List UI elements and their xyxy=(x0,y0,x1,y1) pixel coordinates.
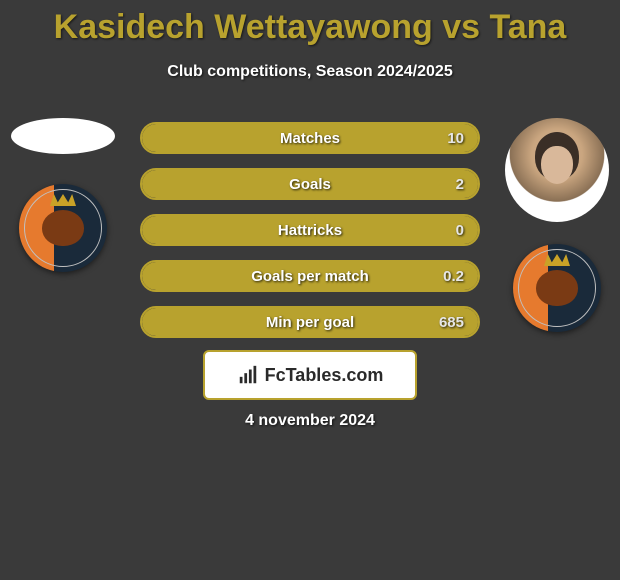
stat-row: Goals2 xyxy=(140,168,480,200)
crown-icon xyxy=(544,254,570,266)
player-left-column xyxy=(8,118,118,272)
page-subtitle: Club competitions, Season 2024/2025 xyxy=(0,63,620,81)
player-left-avatar-placeholder xyxy=(11,118,115,154)
stat-row: Min per goal685 xyxy=(140,306,480,338)
player-left-club-badge xyxy=(19,184,107,272)
brand-text: FcTables.com xyxy=(265,365,384,386)
stat-value-right: 10 xyxy=(447,124,464,152)
stat-label: Hattricks xyxy=(142,216,478,244)
footer-date: 4 november 2024 xyxy=(0,412,620,430)
stat-label: Goals per match xyxy=(142,262,478,290)
lion-icon xyxy=(42,210,84,246)
crown-icon xyxy=(50,194,76,206)
stat-value-right: 685 xyxy=(439,308,464,336)
bar-chart-icon xyxy=(237,364,259,386)
stat-label: Matches xyxy=(142,124,478,152)
player-right-club-badge xyxy=(513,244,601,332)
stat-value-right: 0 xyxy=(456,216,464,244)
stat-row: Goals per match0.2 xyxy=(140,260,480,292)
stat-label: Min per goal xyxy=(142,308,478,336)
stats-container: Matches10 Goals2 Hattricks0 Goals per match… xyxy=(140,122,480,352)
stat-value-right: 2 xyxy=(456,170,464,198)
stat-label: Goals xyxy=(142,170,478,198)
stat-row: Matches10 xyxy=(140,122,480,154)
lion-icon xyxy=(536,270,578,306)
brand-badge: FcTables.com xyxy=(203,350,417,400)
page-title: Kasidech Wettayawong vs Tana xyxy=(0,0,620,47)
stat-value-right: 0.2 xyxy=(443,262,464,290)
player-right-avatar xyxy=(505,118,609,222)
stat-row: Hattricks0 xyxy=(140,214,480,246)
player-right-column xyxy=(502,118,612,332)
